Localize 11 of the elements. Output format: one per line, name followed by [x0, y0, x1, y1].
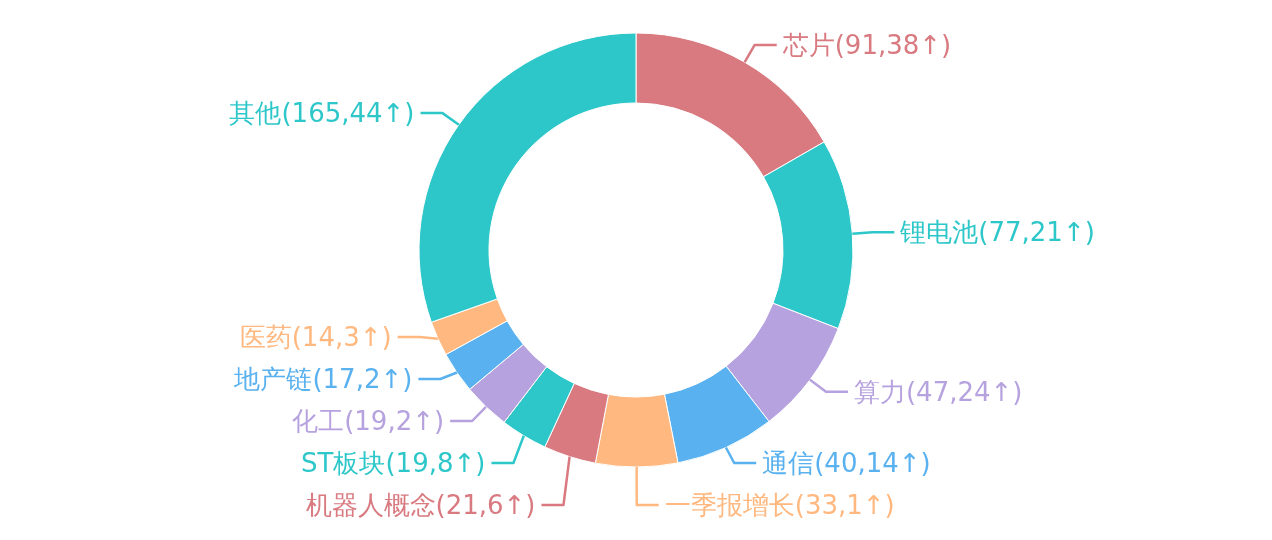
slice-label: 通信(40,14↑) [762, 448, 931, 478]
slice-label: 其他(165,44↑) [229, 98, 415, 129]
slice-label: 芯片(91,38↑) [781, 29, 952, 60]
slice-label: 一季报增长(33,1↑) [664, 490, 895, 520]
slice-label: 机器人概念(21,6↑) [305, 490, 536, 520]
slice-label: 化工(19,2↑) [292, 406, 445, 436]
slice-label: 地产链(17,2↑) [233, 364, 413, 394]
slice-label: 锂电池(77,21↑) [899, 217, 1095, 248]
slice-label: 算力(47,24↑) [853, 376, 1023, 407]
slice-label: 医药(14,3↑) [239, 322, 392, 352]
slice-label: ST板块(19,8↑) [301, 448, 486, 478]
